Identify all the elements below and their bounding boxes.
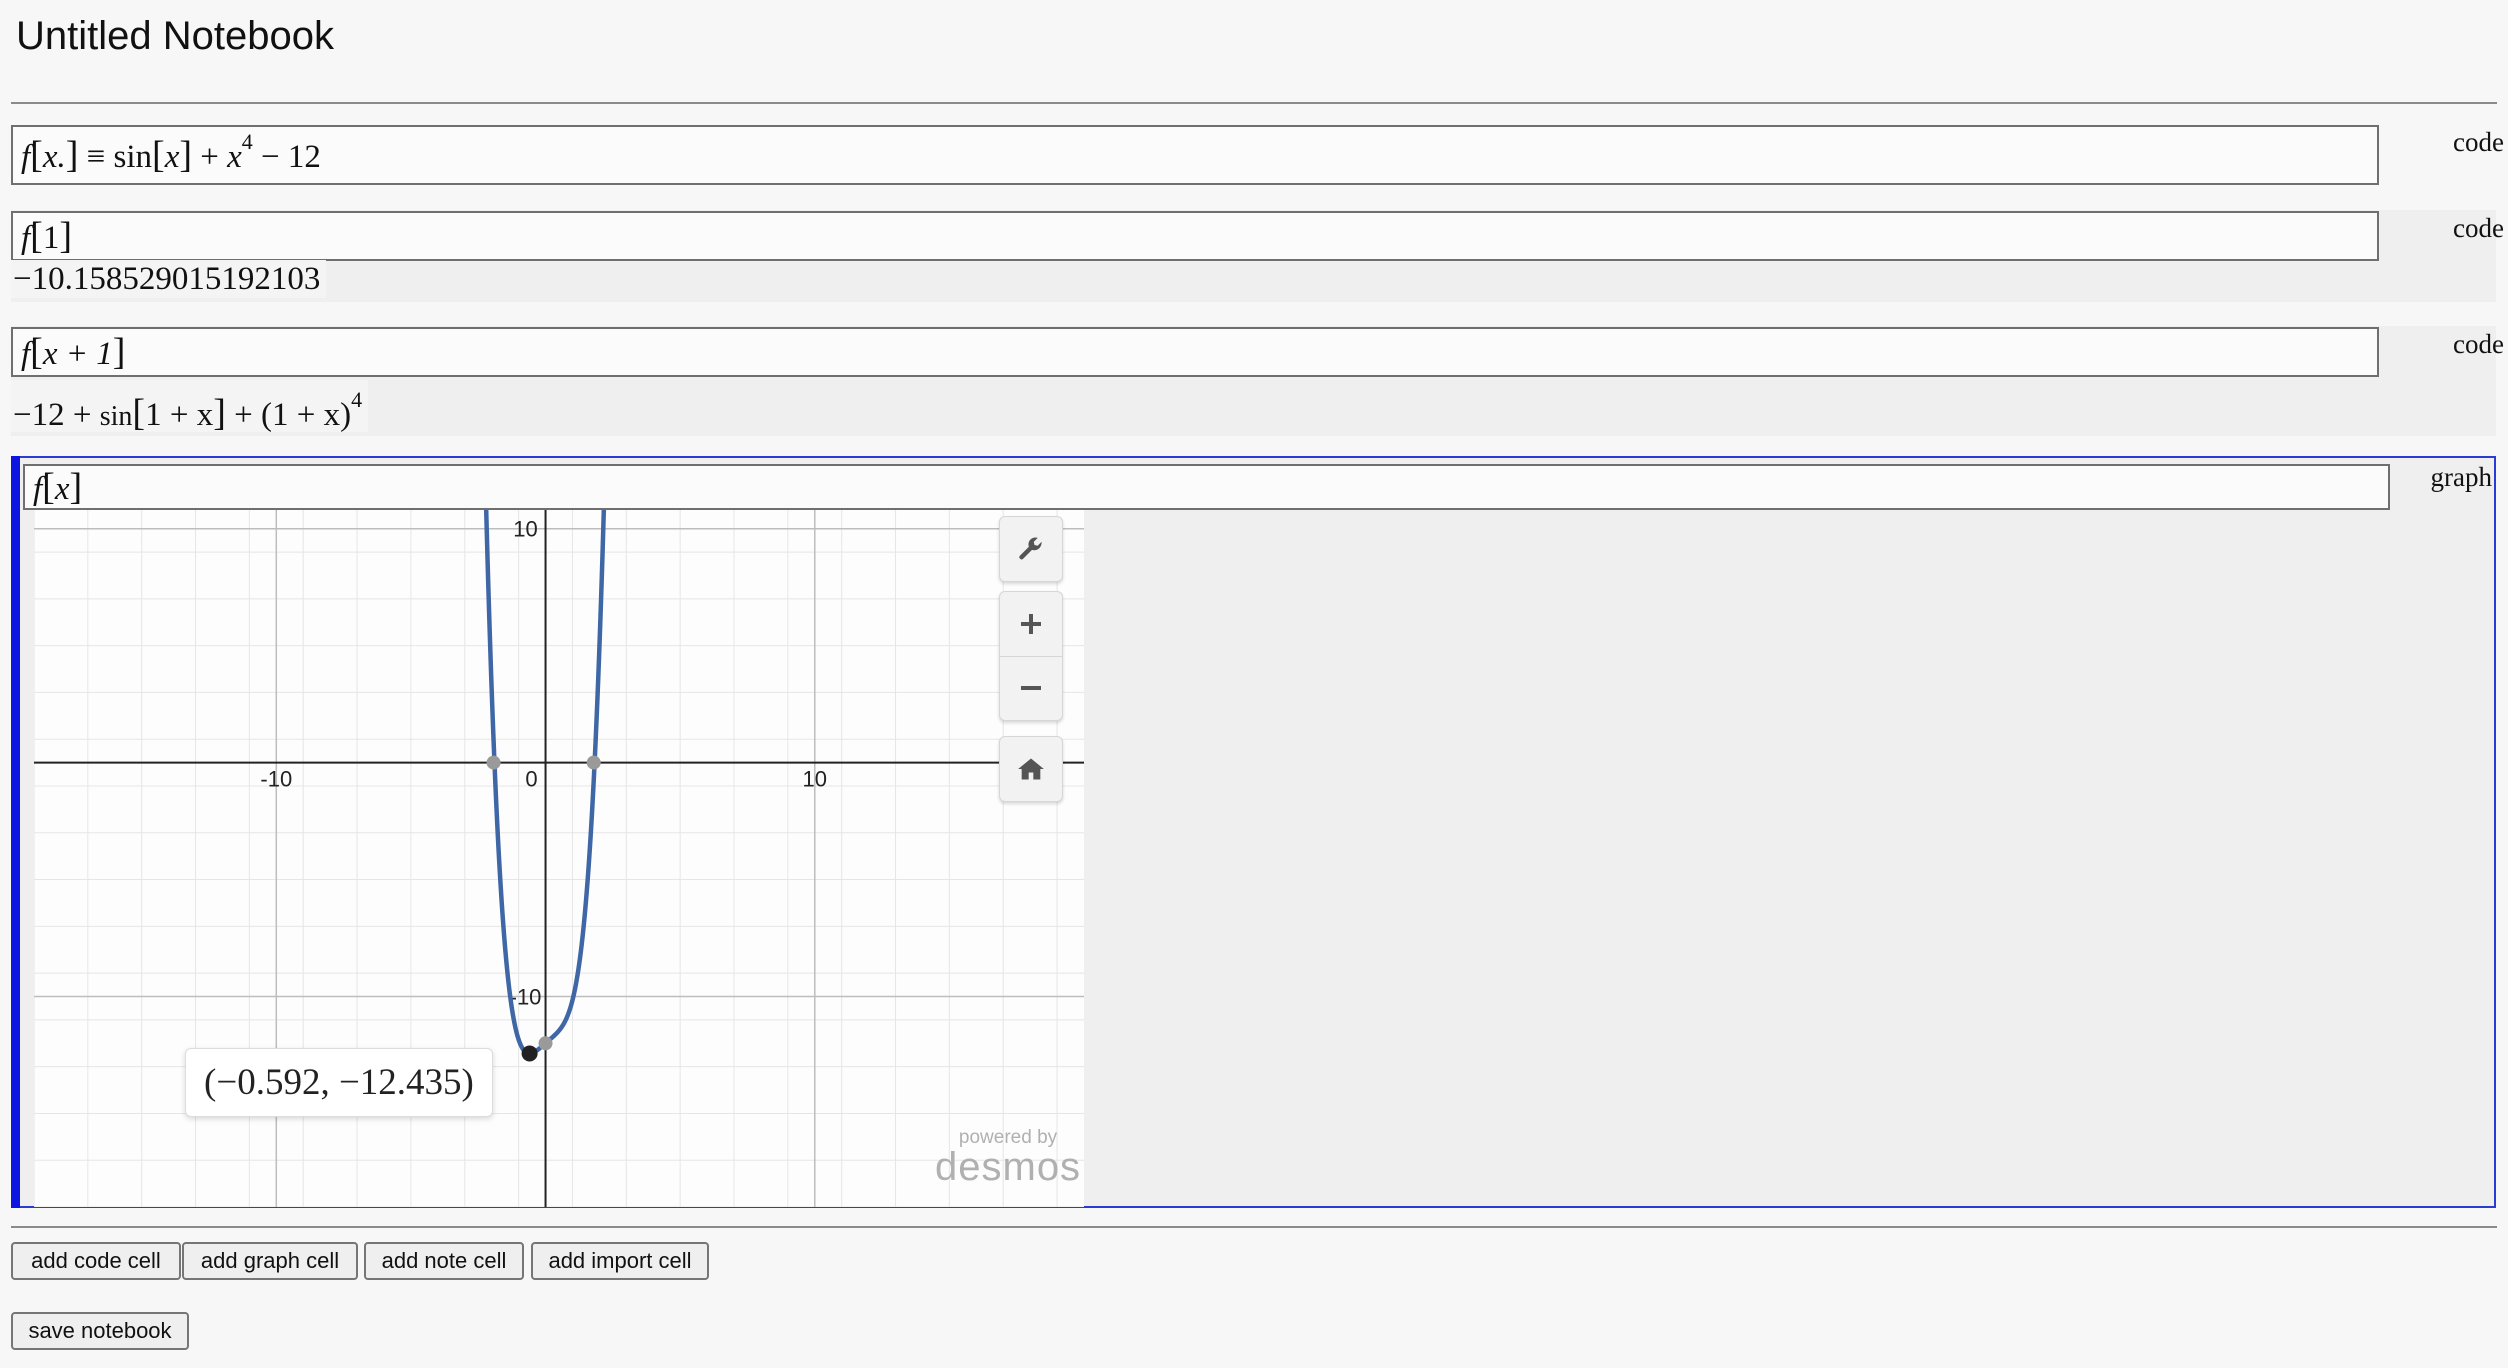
- code-cell-2-input[interactable]: f[1]: [11, 211, 2379, 261]
- graph-settings-button[interactable]: [999, 516, 1063, 582]
- bottom-divider: [11, 1226, 2497, 1228]
- code-cell-3-type-label: code: [2453, 329, 2504, 359]
- add-code-cell-button[interactable]: add code cell: [11, 1242, 181, 1280]
- default-viewport-button[interactable]: [999, 736, 1063, 802]
- x-tick-label: 0: [525, 767, 537, 792]
- zoom-in-button[interactable]: [1000, 592, 1062, 657]
- add-graph-cell-button[interactable]: add graph cell: [182, 1242, 358, 1280]
- y-tick-label: -10: [510, 984, 542, 1009]
- x-tick-label: 10: [803, 767, 827, 792]
- code-cell-3-output: −12 + sin[1 + x] + (1 + x)4: [11, 380, 369, 434]
- top-divider: [11, 102, 2497, 104]
- home-icon: [1018, 758, 1044, 780]
- zoom-out-button[interactable]: [1000, 657, 1062, 721]
- code-cell-2-type-label: code: [2453, 213, 2504, 243]
- code-cell-1-type-label: code: [2453, 127, 2504, 157]
- code-cell-1-input[interactable]: f[x.] ≡ sin[x] + x4 − 12: [11, 125, 2379, 185]
- selected-cell-indicator: [11, 456, 20, 1208]
- root-point: [486, 755, 501, 770]
- desmos-logo: desmos: [935, 1145, 1082, 1189]
- desmos-watermark: powered by desmos: [935, 1128, 1081, 1187]
- zoom-out-icon: [1021, 686, 1041, 691]
- zoom-controls: [999, 591, 1063, 721]
- powered-by-label: powered by: [958, 1127, 1058, 1148]
- root-point: [586, 755, 601, 770]
- save-notebook-button[interactable]: save notebook: [11, 1312, 189, 1350]
- intercept-point: [538, 1036, 553, 1051]
- graph-cell-type-label: graph: [2430, 462, 2492, 492]
- x-tick-label: -10: [260, 767, 292, 792]
- wrench-icon: [1019, 537, 1042, 560]
- selected-point: [521, 1045, 538, 1062]
- code-cell-2-output: −10.158529015192103: [11, 260, 327, 298]
- point-coordinate-tooltip: (−0.592, −12.435): [185, 1048, 493, 1117]
- zoom-in-icon: [1021, 613, 1041, 634]
- add-import-cell-button[interactable]: add import cell: [531, 1242, 709, 1280]
- notebook-title: Untitled Notebook: [16, 14, 334, 58]
- add-note-cell-button[interactable]: add note cell: [364, 1242, 524, 1280]
- graph-cell-input[interactable]: f[x]: [23, 464, 2390, 510]
- y-tick-label: 10: [513, 517, 537, 542]
- code-cell-3-input[interactable]: f[x + 1]: [11, 327, 2379, 377]
